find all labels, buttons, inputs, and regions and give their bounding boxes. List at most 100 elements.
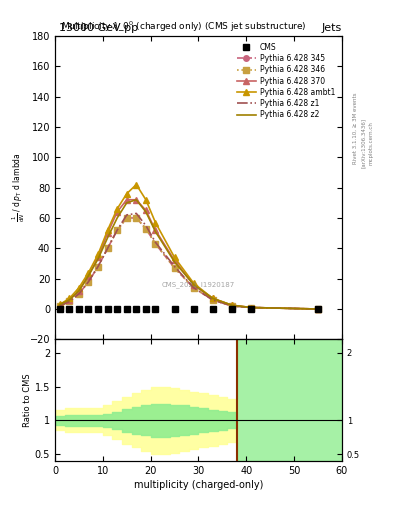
Pythia 6.428 ambt1 <box>96 251 101 258</box>
Pythia 6.428 346 <box>172 265 177 271</box>
Pythia 6.428 z1 <box>77 291 81 297</box>
Pythia 6.428 370 <box>230 302 234 308</box>
Pythia 6.428 z2 <box>249 305 253 311</box>
Pythia 6.428 345 <box>57 303 62 309</box>
Pythia 6.428 z1 <box>316 306 320 312</box>
Text: Multiplicity $\lambda\_0^0$ (charged only) (CMS jet substructure): Multiplicity $\lambda\_0^0$ (charged onl… <box>61 20 307 34</box>
Pythia 6.428 345 <box>143 225 148 231</box>
Pythia 6.428 345 <box>67 298 72 305</box>
Pythia 6.428 z2 <box>96 256 101 262</box>
Pythia 6.428 z1 <box>67 298 72 305</box>
CMS <box>230 306 234 312</box>
Pythia 6.428 z1 <box>191 285 196 291</box>
Y-axis label: Ratio to CMS: Ratio to CMS <box>23 373 32 427</box>
Pythia 6.428 346 <box>115 227 119 233</box>
Pythia 6.428 ambt1 <box>249 305 253 311</box>
Pythia 6.428 z2 <box>143 209 148 215</box>
Pythia 6.428 346 <box>77 291 81 297</box>
X-axis label: multiplicity (charged-only): multiplicity (charged-only) <box>134 480 263 490</box>
Pythia 6.428 370 <box>143 207 148 214</box>
Line: Pythia 6.428 346: Pythia 6.428 346 <box>57 215 321 312</box>
Pythia 6.428 z2 <box>125 200 129 206</box>
Pythia 6.428 346 <box>96 264 101 270</box>
Pythia 6.428 ambt1 <box>77 285 81 291</box>
Text: Rivet 3.1.10, ≥ 3M events: Rivet 3.1.10, ≥ 3M events <box>353 92 358 164</box>
Pythia 6.428 ambt1 <box>143 197 148 203</box>
Pythia 6.428 345 <box>125 215 129 221</box>
Pythia 6.428 345 <box>191 285 196 291</box>
Pythia 6.428 ambt1 <box>230 302 234 308</box>
Text: Jets: Jets <box>321 23 342 33</box>
CMS <box>57 306 62 312</box>
Pythia 6.428 346 <box>191 285 196 291</box>
Pythia 6.428 346 <box>57 303 62 309</box>
Pythia 6.428 345 <box>172 265 177 271</box>
Pythia 6.428 370 <box>86 272 91 279</box>
CMS <box>143 306 148 312</box>
Pythia 6.428 345 <box>77 291 81 297</box>
Pythia 6.428 ambt1 <box>115 206 119 212</box>
Pythia 6.428 z2 <box>77 288 81 294</box>
Pythia 6.428 z1 <box>57 303 62 309</box>
Pythia 6.428 z2 <box>191 282 196 288</box>
Line: Pythia 6.428 z1: Pythia 6.428 z1 <box>60 214 318 309</box>
Text: 13000 GeV pp: 13000 GeV pp <box>59 23 138 33</box>
CMS <box>249 306 253 312</box>
Pythia 6.428 z1 <box>125 212 129 218</box>
CMS <box>86 306 91 312</box>
Legend: CMS, Pythia 6.428 345, Pythia 6.428 346, Pythia 6.428 370, Pythia 6.428 ambt1, P: CMS, Pythia 6.428 345, Pythia 6.428 346,… <box>234 39 338 122</box>
Pythia 6.428 z1 <box>105 245 110 251</box>
Pythia 6.428 346 <box>316 306 320 312</box>
Pythia 6.428 370 <box>125 197 129 203</box>
Pythia 6.428 z1 <box>86 279 91 285</box>
CMS <box>125 306 129 312</box>
Pythia 6.428 z1 <box>115 227 119 233</box>
Pythia 6.428 z1 <box>134 210 139 217</box>
Pythia 6.428 z2 <box>134 197 139 203</box>
CMS <box>191 306 196 312</box>
Pythia 6.428 370 <box>153 227 158 233</box>
CMS <box>115 306 119 312</box>
CMS <box>316 306 320 312</box>
Pythia 6.428 370 <box>67 297 72 303</box>
CMS <box>211 306 215 312</box>
Pythia 6.428 ambt1 <box>125 190 129 197</box>
CMS <box>67 306 72 312</box>
Pythia 6.428 z1 <box>143 223 148 229</box>
Pythia 6.428 z2 <box>67 297 72 303</box>
Pythia 6.428 z1 <box>153 239 158 245</box>
Line: Pythia 6.428 z2: Pythia 6.428 z2 <box>60 200 318 309</box>
CMS <box>172 306 177 312</box>
Pythia 6.428 346 <box>211 297 215 303</box>
Line: Pythia 6.428 370: Pythia 6.428 370 <box>57 197 321 312</box>
Pythia 6.428 z2 <box>211 295 215 302</box>
Pythia 6.428 ambt1 <box>316 306 320 312</box>
Pythia 6.428 ambt1 <box>67 295 72 302</box>
Pythia 6.428 370 <box>57 303 62 309</box>
Line: CMS: CMS <box>56 306 321 312</box>
Pythia 6.428 346 <box>86 279 91 285</box>
CMS <box>134 306 139 312</box>
Pythia 6.428 346 <box>143 225 148 231</box>
Pythia 6.428 z2 <box>316 306 320 312</box>
CMS <box>105 306 110 312</box>
Pythia 6.428 ambt1 <box>134 182 139 188</box>
Pythia 6.428 ambt1 <box>86 269 91 275</box>
Pythia 6.428 ambt1 <box>191 280 196 286</box>
Pythia 6.428 370 <box>316 306 320 312</box>
Text: CMS_2021_I1920187: CMS_2021_I1920187 <box>162 282 235 288</box>
Pythia 6.428 346 <box>153 241 158 247</box>
Pythia 6.428 345 <box>316 306 320 312</box>
Pythia 6.428 370 <box>96 254 101 261</box>
Bar <box>237 339 342 461</box>
Pythia 6.428 370 <box>134 197 139 203</box>
Text: [arXiv:1306.3436]: [arXiv:1306.3436] <box>361 118 366 168</box>
Line: Pythia 6.428 ambt1: Pythia 6.428 ambt1 <box>57 182 321 312</box>
Pythia 6.428 370 <box>115 209 119 215</box>
Pythia 6.428 346 <box>230 303 234 309</box>
Pythia 6.428 z1 <box>230 303 234 309</box>
Pythia 6.428 z1 <box>249 305 253 311</box>
Pythia 6.428 z1 <box>96 264 101 270</box>
Pythia 6.428 346 <box>249 305 253 311</box>
Pythia 6.428 370 <box>77 288 81 294</box>
